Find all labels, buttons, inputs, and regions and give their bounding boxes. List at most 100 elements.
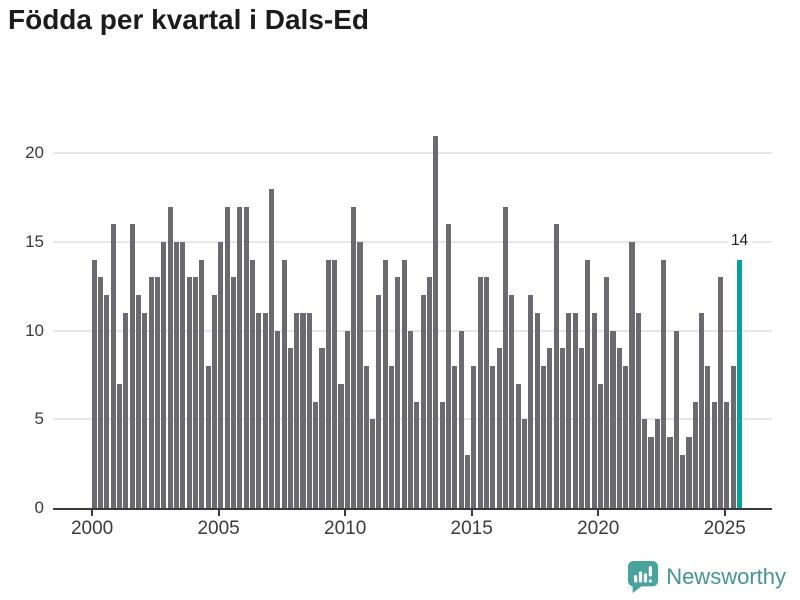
chart-title: Födda per kvartal i Dals-Ed [8, 4, 369, 35]
bar-2001-q2 [123, 312, 129, 508]
bar-2015-q4 [490, 366, 496, 508]
bar-2006-q3 [256, 312, 262, 508]
x-axis-tick-2010 [344, 510, 347, 516]
bar-2022-q1 [648, 437, 654, 508]
bar-2015-q3 [483, 277, 490, 508]
bar-2010-q2 [351, 206, 357, 508]
x-axis-label-2000: 2000 [70, 518, 114, 539]
bar-2003-q3 [180, 241, 186, 508]
bar-2023-q4 [692, 401, 698, 508]
bar-2009-q2 [325, 259, 331, 508]
bar-2002-q4 [161, 241, 167, 508]
bar-2025-q2 [730, 366, 736, 508]
x-axis-line [53, 508, 772, 510]
bar-2016-q4 [515, 383, 521, 508]
bar-2000-q1 [91, 259, 97, 508]
bar-2016-q1 [496, 348, 502, 508]
bar-2017-q4 [540, 366, 546, 508]
x-axis-tick-2000 [91, 510, 94, 516]
bar-2005-q4 [237, 206, 243, 508]
bar-2008-q2 [300, 312, 306, 508]
bar-2010-q3 [357, 241, 363, 508]
bar-2016-q3 [509, 295, 515, 508]
bar-2010-q1 [344, 330, 350, 508]
bar-2021-q3 [635, 312, 641, 508]
bar-2019-q1 [572, 312, 578, 508]
bar-2024-q3 [711, 401, 717, 508]
bar-2019-q2 [578, 348, 584, 508]
bar-2003-q4 [186, 277, 192, 508]
bar-2004-q1 [192, 277, 199, 508]
bar-2022-q2 [654, 419, 660, 508]
bar-2011-q2 [376, 295, 382, 508]
last-value-annotation: 14 [727, 231, 752, 250]
bar-2014-q3 [458, 330, 464, 508]
bar-2007-q4 [287, 348, 293, 508]
bar-2023-q2 [680, 454, 686, 508]
bar-2009-q4 [338, 383, 344, 508]
bar-2005-q2 [224, 206, 230, 508]
bar-2025-q3 [737, 259, 743, 508]
x-axis-tick-2005 [217, 510, 220, 516]
bar-2011-q3 [382, 259, 388, 508]
bar-2002-q3 [154, 277, 161, 508]
bar-2009-q1 [319, 348, 325, 508]
bar-2024-q2 [705, 366, 711, 508]
bar-2008-q3 [306, 312, 312, 508]
bar-2019-q4 [591, 312, 597, 508]
bar-2018-q1 [547, 348, 553, 508]
bar-2015-q1 [471, 366, 477, 508]
bar-2004-q2 [199, 259, 205, 508]
bar-2022-q4 [667, 437, 673, 508]
bar-2017-q3 [534, 312, 540, 508]
gridline-15 [53, 240, 772, 243]
bar-2014-q1 [445, 224, 452, 508]
bar-2005-q3 [230, 277, 236, 508]
bar-2007-q3 [281, 259, 287, 508]
bar-2022-q3 [661, 259, 667, 508]
bar-2024-q4 [718, 277, 724, 508]
y-axis-label-0: 0 [34, 498, 44, 517]
bar-2002-q2 [148, 277, 154, 508]
bar-2001-q3 [129, 224, 135, 508]
bar-2012-q1 [395, 277, 401, 508]
bar-2007-q2 [275, 330, 281, 508]
bar-2006-q1 [243, 206, 249, 508]
bar-2008-q4 [313, 401, 319, 508]
y-axis-label-15: 15 [25, 231, 44, 251]
bar-2014-q4 [464, 454, 471, 508]
bar-2005-q1 [218, 241, 224, 508]
x-axis-label-2005: 2005 [197, 518, 240, 539]
newsworthy-watermark: Newsworthy [627, 560, 786, 594]
bar-2016-q2 [502, 206, 509, 508]
bar-2012-q4 [414, 401, 420, 508]
bar-2023-q3 [686, 437, 692, 508]
x-axis-label-2010: 2010 [324, 518, 367, 539]
bar-2019-q3 [585, 259, 591, 508]
x-axis-tick-2020 [597, 510, 600, 516]
bar-2013-q1 [420, 295, 426, 508]
bar-2020-q1 [597, 383, 603, 508]
bar-2006-q2 [249, 259, 255, 508]
bar-2000-q4 [110, 224, 116, 508]
bar-2011-q4 [389, 366, 395, 508]
bar-2000-q2 [98, 277, 104, 508]
bar-2002-q1 [142, 312, 148, 508]
bar-2020-q3 [610, 330, 616, 508]
x-axis-label-2020: 2020 [577, 518, 620, 539]
bar-2014-q2 [452, 366, 458, 508]
bar-2001-q1 [117, 383, 123, 508]
bar-2021-q4 [642, 419, 648, 508]
bar-2018-q2 [553, 224, 559, 508]
bar-2021-q1 [623, 366, 629, 508]
bar-2025-q1 [724, 401, 730, 508]
bar-2013-q4 [439, 401, 445, 508]
bar-2004-q4 [211, 295, 217, 508]
bar-2001-q4 [135, 295, 142, 508]
bar-2018-q4 [566, 312, 572, 508]
y-axis-label-5: 5 [34, 409, 44, 429]
y-axis-label-20: 20 [25, 143, 44, 163]
bar-2007-q1 [268, 188, 274, 508]
bar-2008-q1 [294, 312, 300, 508]
